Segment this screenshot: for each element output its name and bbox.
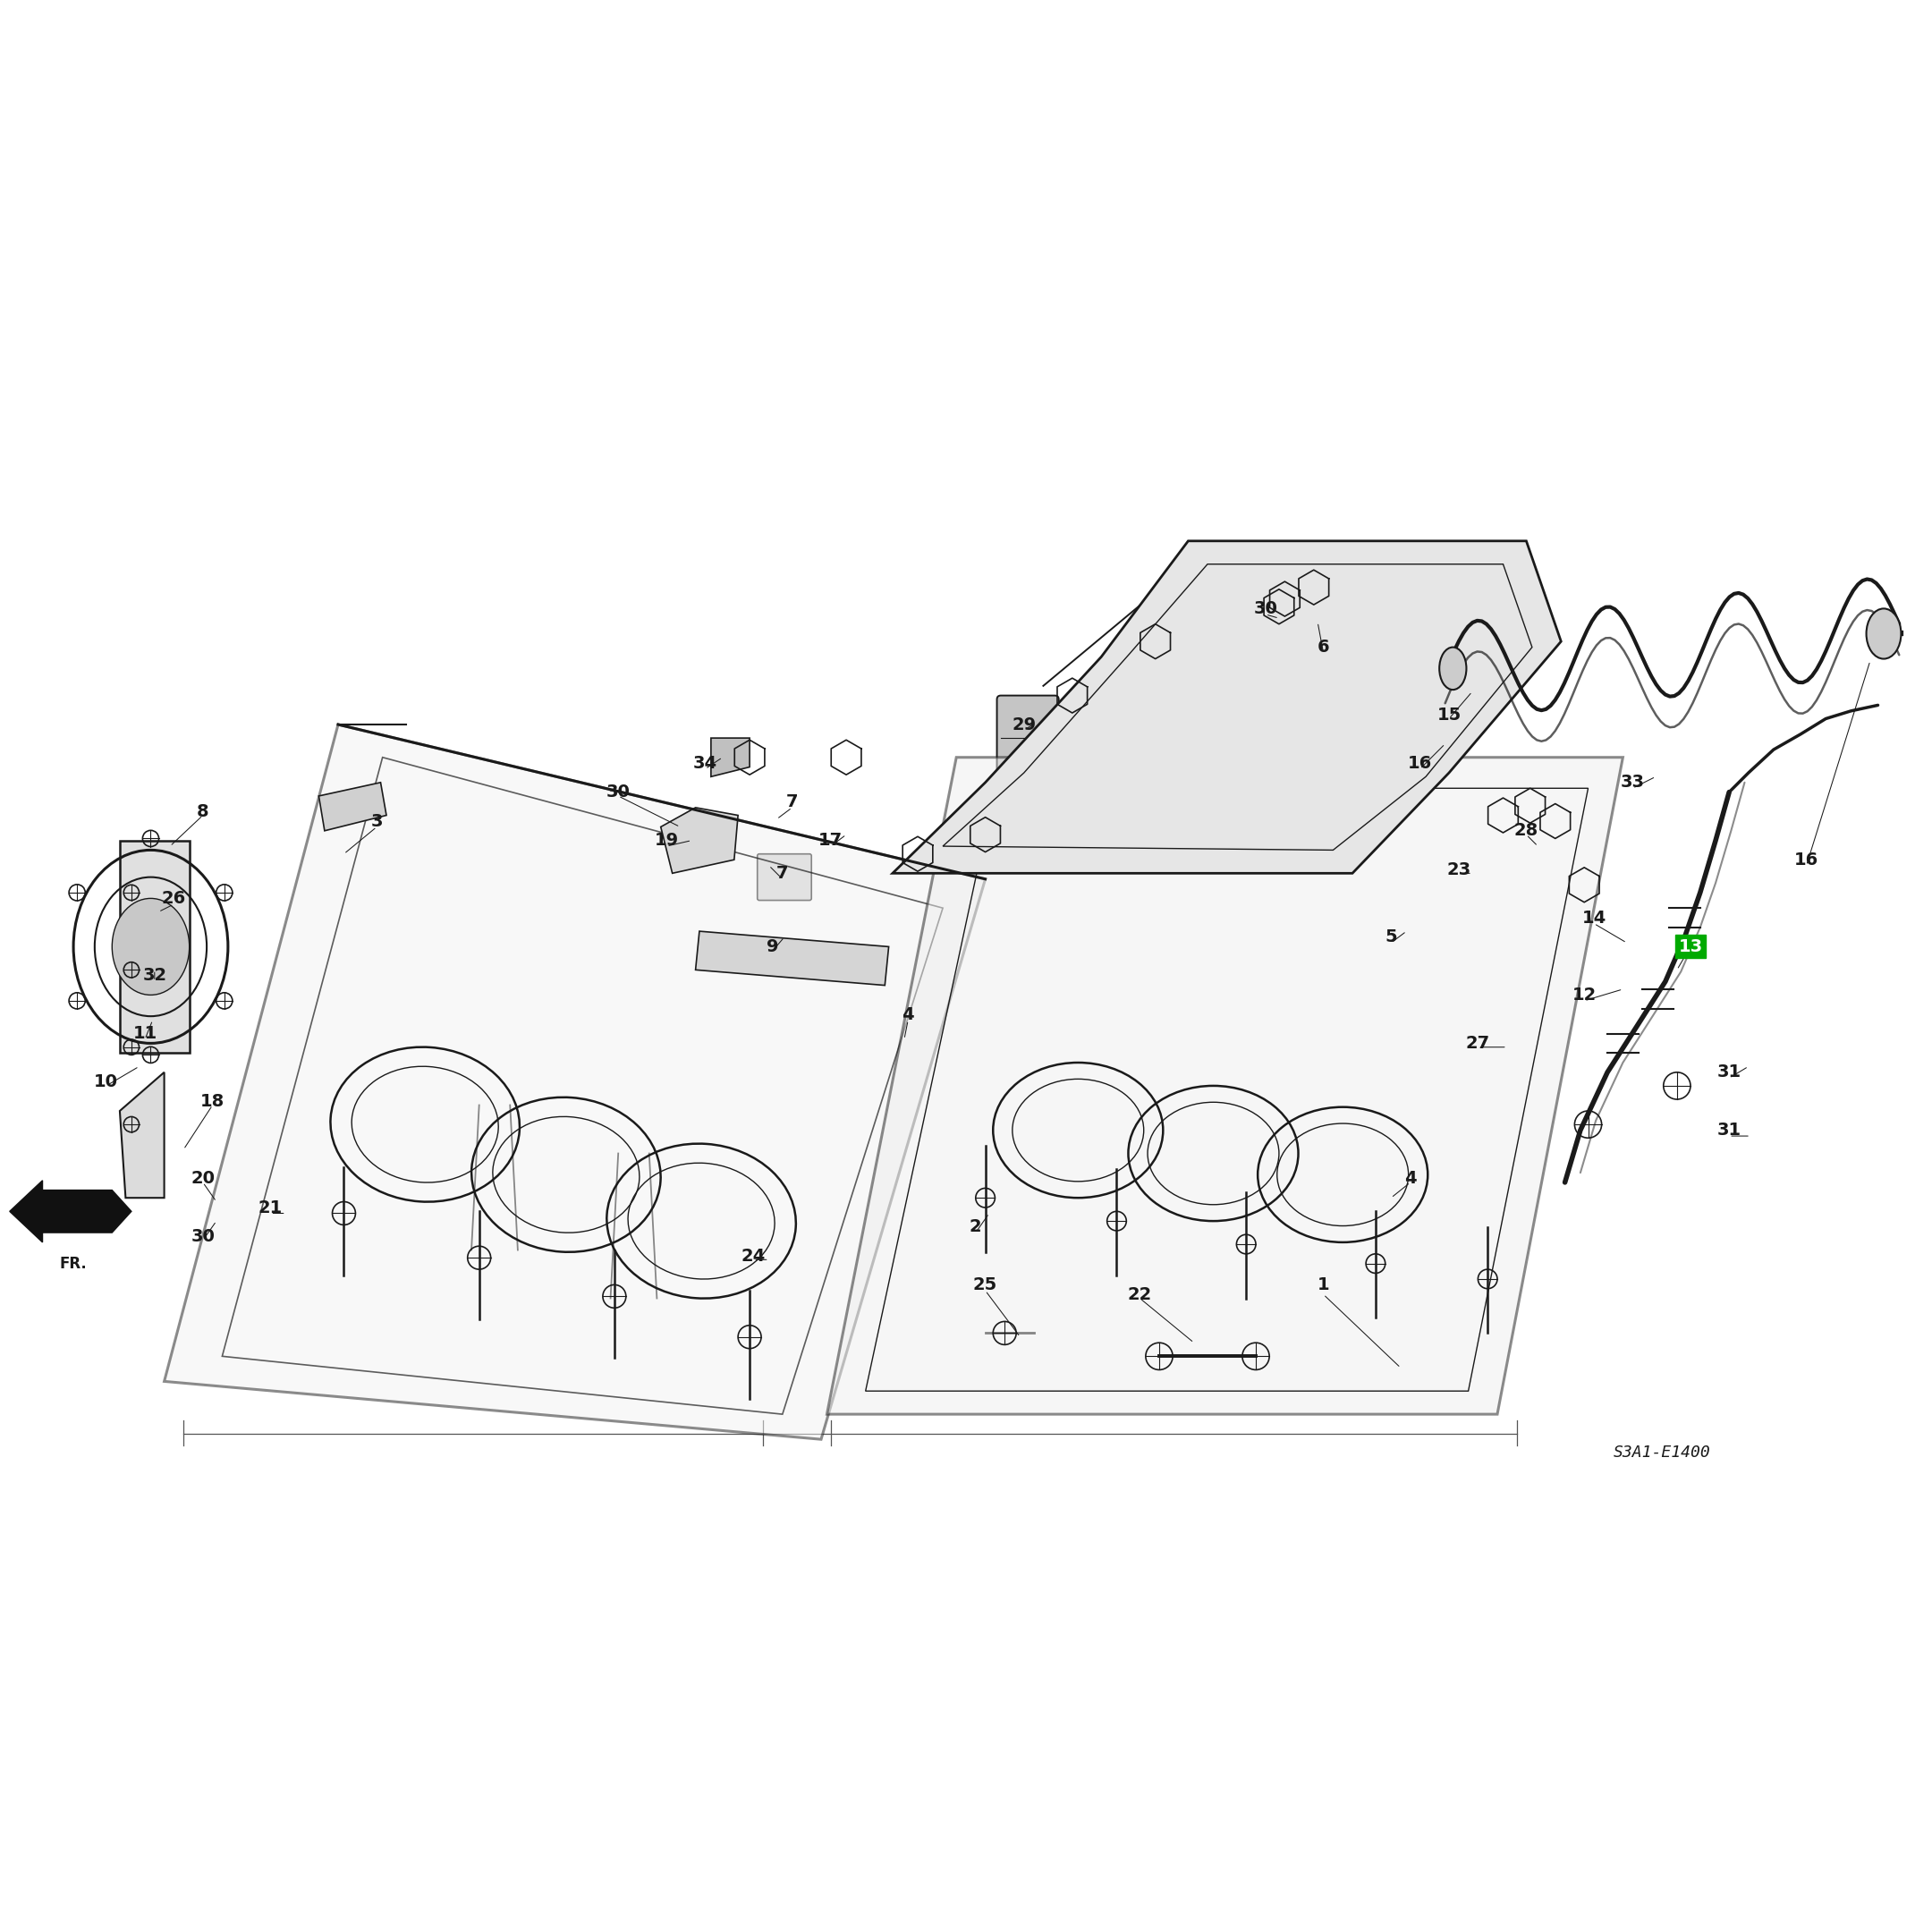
Text: 22: 22 xyxy=(1128,1287,1151,1302)
Text: 19: 19 xyxy=(655,833,678,848)
Text: 7: 7 xyxy=(777,866,788,881)
Text: 31: 31 xyxy=(1718,1122,1741,1138)
Polygon shape xyxy=(164,724,985,1439)
Ellipse shape xyxy=(112,898,189,995)
Polygon shape xyxy=(43,1190,131,1233)
Text: 2: 2 xyxy=(970,1219,981,1235)
Text: S3A1-E1400: S3A1-E1400 xyxy=(1613,1445,1710,1461)
Text: 15: 15 xyxy=(1437,707,1461,723)
Text: 31: 31 xyxy=(1718,1065,1741,1080)
Text: 14: 14 xyxy=(1582,910,1605,925)
Text: 21: 21 xyxy=(259,1200,282,1215)
Polygon shape xyxy=(893,541,1561,873)
Text: 30: 30 xyxy=(1254,601,1277,616)
Text: 16: 16 xyxy=(1408,755,1432,771)
Polygon shape xyxy=(10,1180,43,1242)
Text: 33: 33 xyxy=(1621,775,1644,790)
Text: 24: 24 xyxy=(742,1248,765,1264)
Text: 34: 34 xyxy=(694,755,717,771)
Text: 12: 12 xyxy=(1573,987,1596,1003)
Text: 26: 26 xyxy=(162,891,185,906)
Text: 29: 29 xyxy=(1012,717,1036,732)
Text: 30: 30 xyxy=(607,784,630,800)
Text: 16: 16 xyxy=(1795,852,1818,867)
Polygon shape xyxy=(711,738,750,777)
Text: 4: 4 xyxy=(1405,1171,1416,1186)
Polygon shape xyxy=(661,808,738,873)
Text: 30: 30 xyxy=(191,1229,214,1244)
Text: 17: 17 xyxy=(819,833,842,848)
Text: 32: 32 xyxy=(143,968,166,983)
Text: 8: 8 xyxy=(197,804,209,819)
Text: 6: 6 xyxy=(1318,639,1329,655)
Text: 20: 20 xyxy=(191,1171,214,1186)
Text: 7: 7 xyxy=(786,794,798,810)
Text: 27: 27 xyxy=(1466,1036,1490,1051)
FancyBboxPatch shape xyxy=(997,696,1059,784)
Polygon shape xyxy=(827,757,1623,1414)
Text: 3: 3 xyxy=(371,813,383,829)
Text: 1: 1 xyxy=(1318,1277,1329,1293)
Text: FR.: FR. xyxy=(60,1256,87,1271)
Text: 5: 5 xyxy=(1385,929,1397,945)
Text: 13: 13 xyxy=(1679,939,1702,954)
Polygon shape xyxy=(696,931,889,985)
Polygon shape xyxy=(120,1072,164,1198)
Text: 28: 28 xyxy=(1515,823,1538,838)
FancyBboxPatch shape xyxy=(757,854,811,900)
Text: 4: 4 xyxy=(902,1007,914,1022)
Text: 23: 23 xyxy=(1447,862,1470,877)
Ellipse shape xyxy=(1866,609,1901,659)
Polygon shape xyxy=(120,840,189,1053)
Ellipse shape xyxy=(1439,647,1466,690)
Text: 9: 9 xyxy=(767,939,779,954)
Text: 10: 10 xyxy=(95,1074,118,1090)
Polygon shape xyxy=(319,782,386,831)
Text: 18: 18 xyxy=(201,1094,224,1109)
Text: 11: 11 xyxy=(133,1026,156,1041)
Text: 25: 25 xyxy=(974,1277,997,1293)
